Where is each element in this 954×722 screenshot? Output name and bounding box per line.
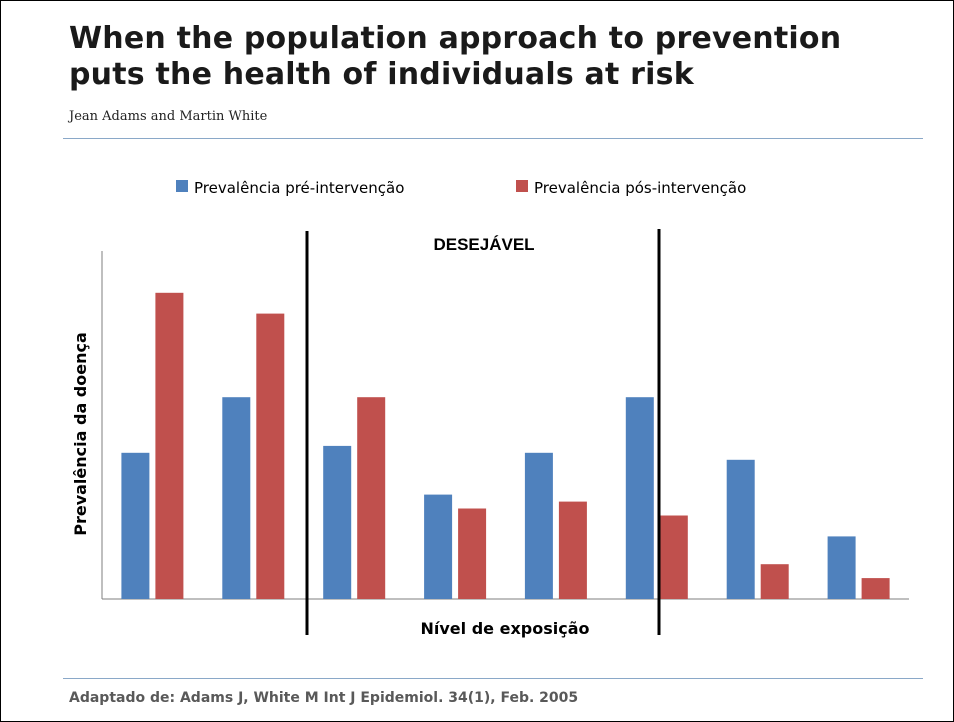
top-divider-line <box>63 138 923 139</box>
y-axis-label: Prevalência da doença <box>71 332 90 536</box>
bar-chart: Prevalência pré-intervenção Prevalência … <box>71 179 909 638</box>
bar-pre-3 <box>323 445 352 599</box>
article-title: When the population approach to preventi… <box>69 21 929 93</box>
bar-post-7 <box>760 564 789 599</box>
bars-group <box>121 292 890 599</box>
bar-pre-4 <box>424 494 453 599</box>
bar-post-3 <box>357 397 386 599</box>
region-label: DESEJÁVEL <box>433 235 534 254</box>
bar-post-8 <box>861 578 890 599</box>
legend-label-post: Prevalência pós-intervenção <box>534 179 746 197</box>
bar-pre-1 <box>121 452 150 599</box>
x-axis-label: Nível de exposição <box>421 619 590 638</box>
legend-swatch-pre <box>176 180 188 192</box>
bar-pre-6 <box>625 397 654 599</box>
bar-post-2 <box>256 313 285 599</box>
authors: Jean Adams and Martin White <box>69 109 268 124</box>
bar-post-6 <box>659 515 688 599</box>
bar-post-4 <box>458 508 487 599</box>
bar-pre-2 <box>222 397 251 599</box>
legend-label-pre: Prevalência pré-intervenção <box>194 179 404 197</box>
bar-post-1 <box>155 292 184 599</box>
title-line-1: When the population approach to preventi… <box>69 21 842 56</box>
bar-pre-8 <box>827 536 856 599</box>
chart-legend: Prevalência pré-intervenção Prevalência … <box>176 179 746 197</box>
title-line-2: puts the health of individuals at risk <box>69 57 694 92</box>
bar-pre-7 <box>726 459 755 599</box>
legend-swatch-post <box>516 180 528 192</box>
citation: Adaptado de: Adams J, White M Int J Epid… <box>69 690 579 706</box>
bottom-divider-line <box>63 678 923 679</box>
bar-post-5 <box>558 501 587 599</box>
bar-pre-5 <box>524 452 553 599</box>
